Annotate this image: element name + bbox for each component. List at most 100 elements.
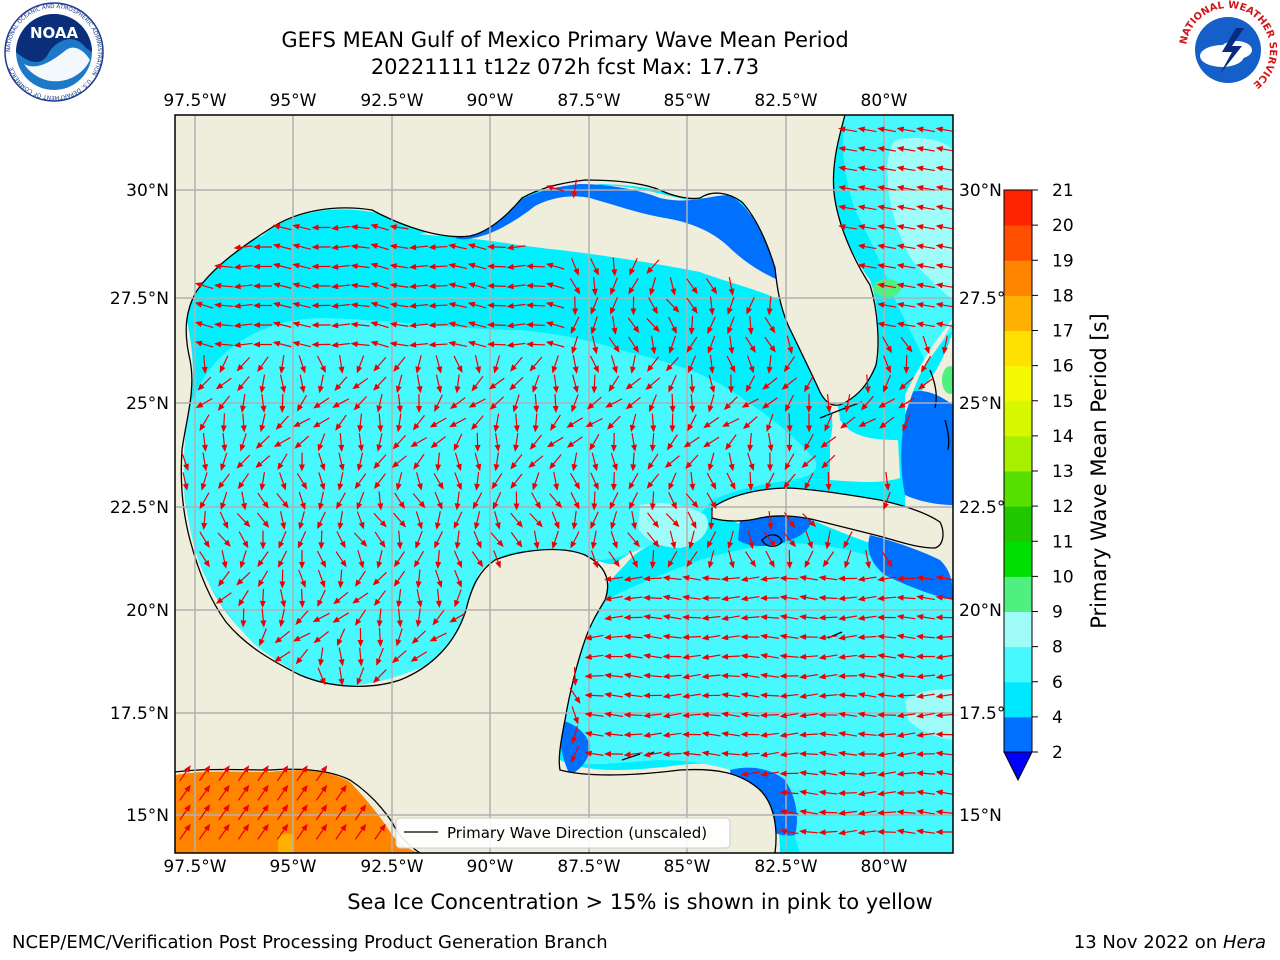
wave-arrow	[350, 302, 370, 309]
colorbar-label: Primary Wave Mean Period [s]	[1087, 313, 1111, 629]
wave-arrow	[896, 282, 916, 289]
wave-arrow	[467, 243, 487, 251]
wave-arrow	[857, 263, 877, 269]
wave-arrow	[740, 672, 760, 679]
wave-arrow	[376, 608, 383, 628]
wave-arrow	[838, 165, 857, 172]
wave-arrow	[413, 453, 425, 470]
wave-arrow	[487, 263, 507, 270]
wave-arrow	[783, 473, 796, 489]
wave-arrow	[935, 809, 953, 816]
wave-arrow	[259, 413, 266, 433]
wave-arrow	[804, 472, 814, 490]
lon-label-top-2: 92.5°W	[360, 91, 423, 111]
wave-arrow	[506, 322, 526, 329]
wave-arrow	[605, 398, 623, 408]
wave-arrow	[935, 594, 953, 601]
wave-arrow	[546, 436, 564, 448]
wave-arrow	[628, 472, 639, 490]
wave-arrow	[745, 375, 756, 393]
wave-arrow	[297, 531, 307, 549]
wave-arrow	[454, 472, 462, 491]
wave-arrow	[198, 765, 211, 782]
wave-arrow	[570, 531, 580, 549]
wave-arrow	[292, 301, 311, 309]
wave-arrow	[701, 731, 721, 738]
wave-arrow	[374, 473, 386, 490]
wave-arrow	[292, 262, 311, 270]
wave-arrow	[416, 472, 423, 491]
wave-arrow	[916, 751, 936, 758]
wave-arrow	[272, 282, 292, 289]
wave-arrow	[629, 258, 638, 276]
colorbar-tick-label-8: 13	[1052, 462, 1074, 482]
wave-arrow	[662, 614, 682, 620]
wave-arrow	[467, 340, 487, 348]
wave-arrow	[740, 576, 760, 582]
wave-arrow	[935, 750, 953, 757]
wave-arrow	[506, 263, 526, 270]
wave-arrow	[610, 296, 619, 315]
wave-arrow	[237, 376, 250, 392]
footer-date: 13 Nov 2022 on Hera	[1074, 932, 1266, 953]
wave-arrow	[707, 335, 716, 354]
wave-arrow	[570, 257, 579, 276]
lat-label-left-4: 20°N	[126, 601, 169, 621]
wave-arrow	[935, 614, 953, 621]
wave-arrow	[740, 633, 760, 640]
wave-arrow	[877, 672, 896, 679]
wave-arrow	[318, 647, 325, 667]
map-subtitle: 20221111 t12z 072h fcst Max: 17.73	[370, 55, 760, 79]
wave-arrow	[877, 302, 896, 308]
colorbar-segment-4	[1004, 576, 1032, 612]
wave-arrow	[217, 395, 231, 411]
wave-arrow	[389, 302, 409, 309]
wave-arrow	[643, 692, 663, 699]
wave-arrow	[825, 530, 831, 550]
wave-arrow	[317, 667, 326, 686]
wave-arrow	[276, 804, 289, 821]
wave-arrow	[584, 653, 604, 660]
wave-arrow	[489, 396, 504, 410]
footer-date-text: 13 Nov 2022 on	[1073, 932, 1223, 953]
wave-arrow	[728, 452, 735, 472]
wave-arrow	[686, 297, 698, 314]
wave-arrow	[916, 770, 936, 777]
wave-arrow	[764, 317, 776, 334]
wave-arrow	[649, 491, 656, 511]
wave-arrow	[589, 433, 600, 451]
wave-arrow	[337, 511, 344, 530]
wave-arrow	[233, 341, 253, 348]
wave-arrow	[646, 532, 660, 548]
wave-arrow	[728, 277, 735, 296]
wave-arrow	[526, 282, 546, 289]
wave-arrow	[610, 432, 617, 452]
wave-arrow	[883, 355, 891, 374]
wave-arrow	[377, 627, 384, 647]
wave-arrow	[370, 282, 389, 290]
wave-arrow	[857, 731, 877, 738]
wave-arrow	[428, 244, 448, 251]
wave-arrow	[857, 692, 877, 698]
lat-label-left-3: 22.5°N	[110, 498, 169, 518]
wave-arrow	[506, 341, 526, 348]
wave-arrow	[311, 263, 331, 270]
wave-arrow	[662, 673, 682, 680]
wave-arrow	[584, 731, 604, 737]
wave-arrow	[786, 432, 793, 452]
wave-arrow	[916, 789, 935, 796]
wave-arrow	[311, 283, 331, 290]
wave-arrow	[468, 398, 486, 408]
wave-arrow	[608, 336, 620, 353]
wave-arrow	[896, 732, 916, 738]
wave-arrow	[434, 491, 443, 510]
wave-arrow	[350, 282, 370, 289]
wave-arrow	[610, 511, 618, 530]
wave-arrow	[647, 512, 660, 528]
colorbar-tick-label-14: 19	[1052, 251, 1074, 271]
wave-arrow	[294, 435, 310, 449]
wave-arrow	[744, 551, 757, 568]
wave-arrow	[376, 550, 383, 569]
wave-arrow	[409, 263, 429, 270]
wave-arrow	[313, 397, 330, 409]
